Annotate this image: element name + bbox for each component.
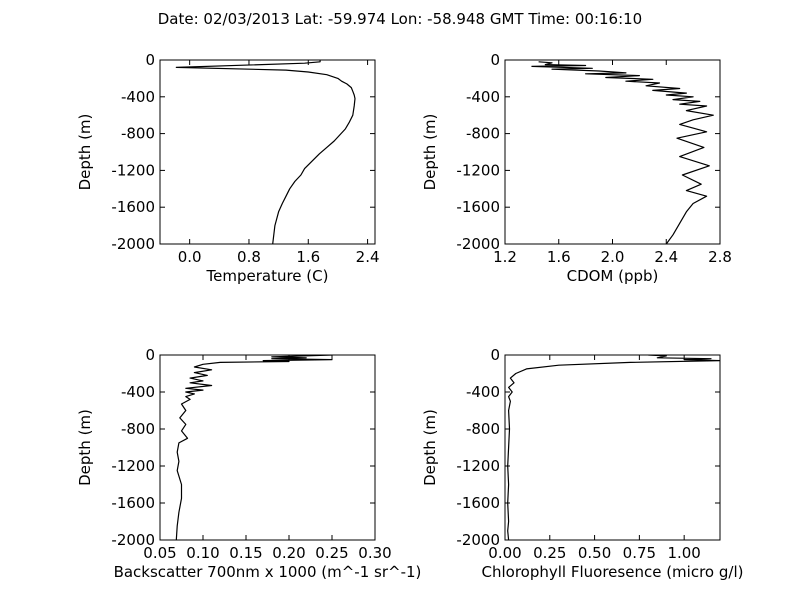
cdom-xtick-label: 1.6 xyxy=(547,248,571,266)
cdom-ytick-label: -2000 xyxy=(456,235,500,253)
cdom-xtick-label: 2.0 xyxy=(601,248,625,266)
chlorophyll-xtick-label: 1.00 xyxy=(667,544,700,562)
backscatter-xtick-label: 0.30 xyxy=(358,544,391,562)
cdom-xtick-label: 2.4 xyxy=(654,248,678,266)
temperature-ytick-label: -1600 xyxy=(111,198,155,216)
chlorophyll-ytick-label: -1600 xyxy=(456,494,500,512)
backscatter-xtick-label: 0.20 xyxy=(272,544,305,562)
temperature-ytick-label: -800 xyxy=(121,125,155,143)
chlorophyll-xlabel: Chlorophyll Fluoresence (micro g/l) xyxy=(482,563,744,581)
chlorophyll-axes-frame xyxy=(504,354,721,541)
cdom-ylabel: Depth (m) xyxy=(421,114,439,191)
temperature-ytick-label: 0 xyxy=(145,51,155,69)
temperature-xtick-label: 1.6 xyxy=(296,248,320,266)
temperature-series-line-0 xyxy=(175,60,356,244)
chart-temperature: 0.0 0.8 1.6 2.4 0 -400 -800 -1200 -1600 -2000 Temp… xyxy=(76,51,380,285)
chlorophyll-ylabel: Depth (m) xyxy=(421,409,439,486)
chlorophyll-xtick-label: 0.25 xyxy=(533,544,566,562)
temperature-xtick-label: 0.8 xyxy=(237,248,261,266)
temperature-ytick-label: -1200 xyxy=(111,161,155,179)
temperature-axes-frame xyxy=(159,59,376,245)
backscatter-ytick-label: 0 xyxy=(145,346,155,364)
backscatter-xtick-label: 0.10 xyxy=(186,544,219,562)
backscatter-xtick-label: 0.05 xyxy=(143,544,176,562)
backscatter-xtick-label: 0.25 xyxy=(315,544,348,562)
cdom-ytick-label: -800 xyxy=(466,125,500,143)
cdom-xlabel: CDOM (ppb) xyxy=(567,267,659,285)
chlorophyll-ytick-label: -800 xyxy=(466,420,500,438)
cdom-ytick-label: -1600 xyxy=(456,198,500,216)
cdom-xtick-label: 2.8 xyxy=(708,248,732,266)
backscatter-ylabel: Depth (m) xyxy=(76,409,94,486)
chlorophyll-xtick-label: 0.00 xyxy=(488,544,521,562)
chart-chlorophyll: 0.00 0.25 0.50 0.75 1.00 0 -400 -800 -1200 -1600 -… xyxy=(421,346,743,581)
temperature-ytick-label: -400 xyxy=(121,88,155,106)
cdom-ytick-label: -400 xyxy=(466,88,500,106)
cdom-series-line-0 xyxy=(531,61,714,244)
backscatter-ytick-label: -1600 xyxy=(111,494,155,512)
chlorophyll-ytick-label: -400 xyxy=(466,383,500,401)
temperature-ytick-label: -2000 xyxy=(111,235,155,253)
chlorophyll-ytick-label: 0 xyxy=(490,346,500,364)
temperature-xtick-label: 2.4 xyxy=(356,248,380,266)
plots-container: 0.0 0.8 1.6 2.4 0 -400 -800 -1200 -1600 -2000 Temp… xyxy=(76,51,743,581)
backscatter-xlabel: Backscatter 700nm x 1000 (m^-1 sr^-1) xyxy=(114,563,422,581)
backscatter-ytick-label: -400 xyxy=(121,383,155,401)
chlorophyll-ytick-label: -2000 xyxy=(456,531,500,549)
backscatter-ytick-label: -1200 xyxy=(111,457,155,475)
cdom-ytick-label: -1200 xyxy=(456,161,500,179)
chart-cdom: 1.2 1.6 2.0 2.4 2.8 0 -400 -800 -1200 -1600 -2000 C… xyxy=(421,51,732,285)
temperature-xtick-label: 0.0 xyxy=(178,248,202,266)
backscatter-ytick-label: -2000 xyxy=(111,531,155,549)
figure-title: Date: 02/03/2013 Lat: -59.974 Lon: -58.9… xyxy=(158,10,642,28)
chlorophyll-ytick-label: -1200 xyxy=(456,457,500,475)
backscatter-axes-frame xyxy=(159,354,376,541)
chlorophyll-xtick-label: 0.50 xyxy=(578,544,611,562)
temperature-ylabel: Depth (m) xyxy=(76,114,94,191)
temperature-xlabel: Temperature (C) xyxy=(206,267,329,285)
backscatter-series-line-0 xyxy=(175,355,333,540)
backscatter-xtick-label: 0.15 xyxy=(229,544,262,562)
backscatter-ytick-label: -800 xyxy=(121,420,155,438)
cdom-xtick-label: 1.2 xyxy=(493,248,517,266)
chart-backscatter: 0.05 0.10 0.15 0.20 0.25 0.30 0 -400 -800 -1200 -1… xyxy=(76,346,421,581)
cdom-ytick-label: 0 xyxy=(490,51,500,69)
chlorophyll-xtick-label: 0.75 xyxy=(623,544,656,562)
